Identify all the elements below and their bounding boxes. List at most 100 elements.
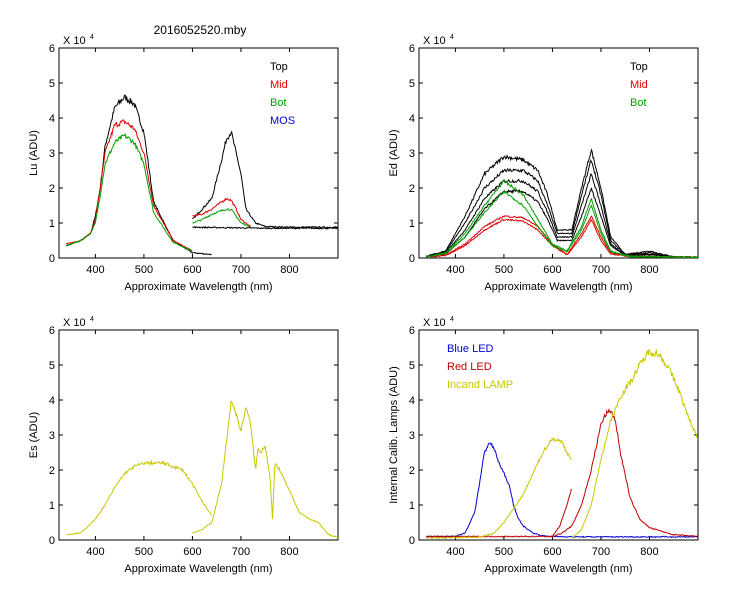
x-tick-label: 500	[495, 546, 513, 558]
legend-entry-mid: Mid	[270, 79, 288, 91]
series-line-incand-lamp	[425, 437, 573, 540]
axis-multiplier: X 10	[423, 35, 446, 47]
x-tick-label: 400	[86, 264, 104, 276]
series-line-mid	[65, 119, 193, 252]
x-tick-label: 600	[543, 546, 561, 558]
x-tick-label: 800	[280, 546, 298, 558]
series-group	[425, 348, 698, 540]
series-group	[65, 94, 338, 256]
y-tick-label: 5	[49, 78, 55, 90]
x-tick-label: 600	[183, 264, 201, 276]
y-tick-label: 6	[409, 43, 415, 55]
y-tick-label: 1	[49, 500, 55, 512]
x-axis-label: Approximate Wavelength (nm)	[484, 563, 632, 575]
legend-entry-blue-led: Blue LED	[447, 343, 494, 355]
series-line-red-led	[426, 408, 698, 538]
y-tick-label: 3	[409, 148, 415, 160]
legend-entry-mid: Mid	[630, 79, 648, 91]
series-line-bot	[192, 208, 251, 228]
legend-entry-bot: Bot	[630, 97, 647, 109]
y-tick-label: 6	[49, 43, 55, 55]
y-tick-label: 1	[49, 218, 55, 230]
x-tick-label: 700	[232, 546, 250, 558]
series-line-incand-lamp	[571, 348, 698, 539]
series-line-top	[426, 148, 698, 258]
figure-title: 2016052520.mby	[154, 23, 247, 37]
x-tick-label: 700	[592, 546, 610, 558]
y-tick-label: 6	[409, 325, 415, 337]
series-line-bot	[65, 133, 193, 252]
y-tick-label: 2	[409, 465, 415, 477]
y-tick-label: 2	[49, 183, 55, 195]
axis-multiplier: X 10	[63, 317, 86, 329]
x-tick-label: 500	[135, 264, 153, 276]
x-tick-label: 800	[640, 546, 658, 558]
x-tick-label: 700	[232, 264, 250, 276]
series-line-es	[192, 400, 338, 539]
x-tick-label: 800	[280, 264, 298, 276]
y-tick-label: 4	[49, 113, 55, 125]
y-axis-label: Internal Calib. Lamps (ADU)	[388, 366, 400, 504]
series-line-blue-led	[426, 442, 698, 539]
y-tick-label: 1	[409, 500, 415, 512]
x-tick-label: 500	[135, 546, 153, 558]
y-tick-label: 0	[409, 535, 415, 547]
series-line-top	[426, 187, 698, 258]
y-axis-label: Lu (ADU)	[28, 130, 40, 176]
series-line-floor	[192, 226, 338, 230]
axis-multiplier-exponent: 4	[450, 316, 454, 323]
y-tick-label: 4	[409, 395, 415, 407]
legend-entry-red-led: Red LED	[447, 361, 492, 373]
x-axis-label: Approximate Wavelength (nm)	[124, 563, 272, 575]
series-group	[425, 148, 698, 258]
legend-entry-top: Top	[630, 61, 648, 73]
y-tick-label: 5	[409, 360, 415, 372]
series-line-top	[426, 173, 698, 258]
series-group	[66, 400, 338, 539]
x-tick-label: 600	[183, 546, 201, 558]
x-tick-label: 400	[446, 546, 464, 558]
y-tick-label: 5	[409, 78, 415, 90]
y-tick-label: 6	[49, 325, 55, 337]
legend-entry-top: Top	[270, 61, 288, 73]
plot-area	[418, 47, 699, 259]
x-tick-label: 400	[446, 264, 464, 276]
x-tick-label: 400	[86, 546, 104, 558]
y-tick-label: 2	[49, 465, 55, 477]
y-tick-label: 4	[49, 395, 55, 407]
y-tick-label: 4	[409, 113, 415, 125]
legend-entry-incand-lamp: Incand LAMP	[447, 379, 513, 391]
axis-multiplier-exponent: 4	[450, 34, 454, 41]
y-tick-label: 3	[409, 430, 415, 442]
y-tick-label: 2	[409, 183, 415, 195]
chart-panel-4: X 10 4 0 1 2 3 4 5 6 400 500 600 700 800 Approximate W…	[388, 316, 699, 575]
series-line-es	[66, 459, 213, 536]
legend-entry-mos: MOS	[270, 115, 295, 127]
x-tick-label: 800	[640, 264, 658, 276]
y-tick-label: 3	[49, 430, 55, 442]
axis-multiplier: X 10	[63, 35, 86, 47]
x-tick-label: 700	[592, 264, 610, 276]
axis-multiplier-exponent: 4	[90, 316, 94, 323]
series-line-top	[192, 130, 338, 229]
y-axis-label: Es (ADU)	[28, 412, 40, 458]
legend-entry-bot: Bot	[270, 97, 287, 109]
y-tick-label: 5	[49, 360, 55, 372]
axis-multiplier: X 10	[423, 317, 446, 329]
axis-multiplier-exponent: 4	[90, 34, 94, 41]
x-axis-label: Approximate Wavelength (nm)	[124, 281, 272, 293]
y-tick-label: 0	[49, 535, 55, 547]
x-axis-label: Approximate Wavelength (nm)	[484, 281, 632, 293]
chart-panel-2: X 10 4 0 1 2 3 4 5 6 400 500 600 700 800 Approximate W…	[388, 34, 699, 293]
x-tick-label: 500	[495, 264, 513, 276]
x-tick-label: 600	[543, 264, 561, 276]
series-line-bot	[426, 189, 698, 258]
series-line-red-led	[551, 488, 572, 538]
series-line-top	[65, 94, 212, 256]
y-tick-label: 0	[49, 253, 55, 265]
plot-area	[58, 329, 339, 541]
y-tick-label: 3	[49, 148, 55, 160]
y-tick-label: 0	[409, 253, 415, 265]
plot-area	[58, 47, 339, 259]
